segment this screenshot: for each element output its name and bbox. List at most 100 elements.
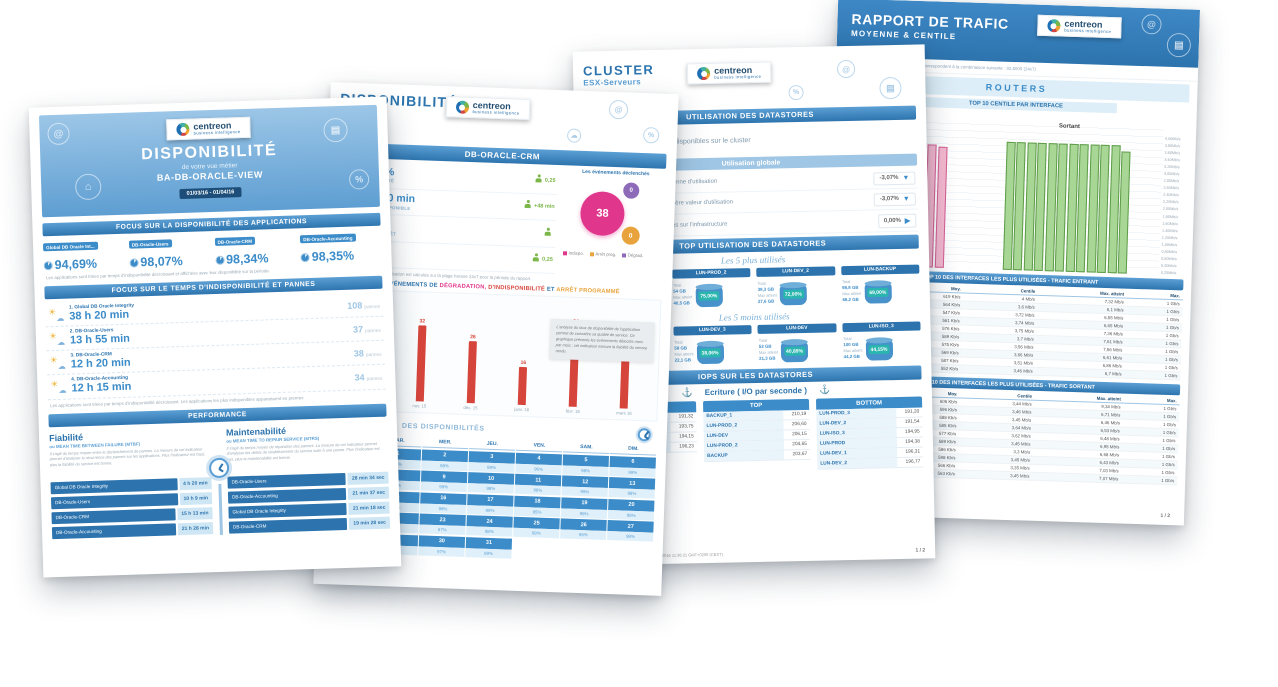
kpi-item: DB-Oracle-CRM 98,34% xyxy=(214,232,296,267)
table-row: BACKUP 203,67 xyxy=(704,449,811,463)
calendar-cell: 13 98% xyxy=(608,477,656,499)
centreon-logo-mark xyxy=(1047,19,1061,33)
centreon-logo: centreon business intelligence xyxy=(686,61,772,85)
report-page-ba-view: @ ⌂ % ▤ centreon business intelligence DI… xyxy=(28,96,402,578)
events-bubble-chart: 38 0 0 xyxy=(563,176,665,251)
cloud-icon: ☁ xyxy=(566,128,582,143)
delta-badge: 0,25 xyxy=(535,177,556,184)
usage-percent-badge: 40,89% xyxy=(783,346,806,356)
availability-pie-icon xyxy=(214,255,225,265)
availability-pie-icon xyxy=(300,252,310,262)
datastore-cylinder-icon: 40,89% xyxy=(780,336,809,363)
calendar-cell: 5 98% xyxy=(562,454,609,476)
kpi-app-label: Global DB Oracle Int... xyxy=(42,241,98,252)
trend-arrow-icon: ▶ xyxy=(904,217,911,225)
datastore-cylinder-icon: 69,00% xyxy=(864,277,892,304)
kpi-item: DB-Oracle-Accounting 98,35% xyxy=(300,230,382,265)
day-header: VEN. xyxy=(516,440,563,453)
iops-table-top: TOP BACKUP_1 210,19 LUN-PROD_2 206,60 LUN-DE… xyxy=(703,398,811,463)
datastore-cylinder-icon: 72,00% xyxy=(779,279,808,306)
availability-pie-icon xyxy=(129,257,139,268)
mtrs-row: DB-Oracle-Accounting 21 min 37 sec xyxy=(227,486,390,504)
calendar-cell: 16 98% xyxy=(420,492,467,514)
person-icon xyxy=(524,204,532,209)
calendar-cell: 25 99% xyxy=(513,517,560,539)
trend-arrow-icon: ▼ xyxy=(902,195,910,203)
server-icon: ▤ xyxy=(323,117,348,143)
page-number: 1 / 2 xyxy=(1160,512,1171,520)
datastore-item: LUN-BACKUP Total 98,8 GB Max atteint 68,2 G… xyxy=(840,264,920,308)
person-icon xyxy=(535,178,542,183)
server-icon: ▤ xyxy=(879,76,902,100)
datastore-item: LUN-PROD_2 Total 54 GB Max atteint 40,5 GB … xyxy=(671,268,751,311)
bubble-indispo: 38 xyxy=(579,190,626,237)
datastore-item: LUN-ISO_3 Total 100 GB Max atteint 44,2 GB … xyxy=(841,321,921,365)
kpi-value: 94,69% xyxy=(54,256,98,272)
mtrs-row: DB-Oracle-CRM 19 min 28 sec xyxy=(228,516,391,534)
usage-percent-badge: 69,00% xyxy=(867,287,889,298)
usage-percent-badge: 75,00% xyxy=(698,291,720,301)
clock-icon xyxy=(637,428,651,442)
weather-icon: ☀ ☁ xyxy=(50,378,67,395)
kpi-app-label: DB-Oracle-CRM xyxy=(214,236,256,246)
person-icon xyxy=(544,231,551,236)
calendar-cell: ·· xyxy=(607,542,653,564)
iops-table-bottom-2: BOTTOM LUN-PROD_3 191,20 LUN-DEV_2 191,54 LU… xyxy=(815,396,924,470)
calendar-cell: 11 96% xyxy=(514,474,562,496)
events-legend: Indispo. Arrêt prog. Dégrad. xyxy=(562,250,663,258)
calendar-cell: 3 99% xyxy=(468,450,515,473)
mtrs-row: Global DB Oracle Integrity 21 min 18 sec xyxy=(228,501,390,519)
legend-swatch-degrad xyxy=(622,252,627,257)
calendar-cell: 2 98% xyxy=(421,449,468,471)
mtbf-column: Fiabilité ou MEAN TIME BETWEEN FAILURE (… xyxy=(49,428,214,542)
legend-swatch-arret xyxy=(589,251,594,256)
centreon-logo: centreon business intelligence xyxy=(445,96,531,121)
delta-badge: +48 min xyxy=(524,203,555,210)
at-icon: @ xyxy=(47,122,70,146)
crane-icon: ⚓ xyxy=(818,384,831,395)
kpi-value: 98,35% xyxy=(311,248,355,264)
calendar-cell: 10 98% xyxy=(467,472,515,495)
datastore-cylinder-icon: 75,00% xyxy=(695,281,723,308)
calendar-cell: 24 98% xyxy=(466,515,513,538)
day-header: MER. xyxy=(422,436,469,450)
table-row: LUN-DEV_2 196,77 xyxy=(817,457,924,470)
calendar-cell: ·· xyxy=(513,539,559,561)
usage-percent-badge: 72,00% xyxy=(782,289,804,299)
weather-icon: ☀ ☁ xyxy=(49,354,66,371)
centreon-logo-mark xyxy=(176,122,190,137)
datastore-item: LUN-DEV_3 Total 58 GB Max atteint 22,1 GB 3… xyxy=(672,325,752,368)
kpi-app-label: DB-Oracle-Accounting xyxy=(300,233,356,244)
events-panel: Les événements déclenchés 38 0 0 Indispo… xyxy=(562,168,666,278)
calendar-cell: 4 96% xyxy=(515,452,562,475)
performance-section: Fiabilité ou MEAN TIME BETWEEN FAILURE (… xyxy=(49,420,391,542)
person-icon xyxy=(533,257,540,262)
datastore-cylinder-icon: 38,06% xyxy=(696,338,724,365)
downtime-list: ☀ ☁ 1. Global DB Oracle Integrity 38 h 20 … xyxy=(44,292,386,400)
kpi-value: 98,07% xyxy=(140,253,183,270)
ba-view-header: @ ⌂ % ▤ centreon business intelligence DI… xyxy=(38,104,380,218)
calendar-cell: 30 97% xyxy=(418,535,465,557)
mtbf-row: DB-Oracle-CRM 15 h 13 min xyxy=(51,506,213,524)
centreon-logo-mark xyxy=(697,66,711,81)
crane-icon: ⚓ xyxy=(681,387,693,398)
centile-chart-title: TOP 10 CENTILE PAR INTERFACE xyxy=(914,96,1118,114)
calendar-cell: 19 98% xyxy=(561,497,608,519)
delta-badge xyxy=(544,231,554,236)
calendar-cell: 17 99% xyxy=(467,493,514,516)
centreon-logo: centreon business intelligence xyxy=(1037,14,1122,39)
page-number: 1 / 2 xyxy=(915,547,926,554)
mtbf-row: DB-Oracle-Users 10 h 9 min xyxy=(50,491,213,509)
report-period: 01/03/16 - 01/04/16 xyxy=(179,187,242,200)
mtbf-row: Global DB Oracle Integrity 4 h 20 min xyxy=(50,476,212,494)
usage-percent-badge: 38,06% xyxy=(699,348,721,358)
trend-arrow-icon: ▼ xyxy=(902,174,910,182)
bubble-degrad: 0 xyxy=(622,182,640,199)
calendar-cell: 31 99% xyxy=(465,536,512,559)
datastore-item: LUN-DEV Total 52 GB Max atteint 21,3 GB 40,… xyxy=(757,323,837,366)
legend-swatch-indispo xyxy=(562,250,568,255)
weather-icon: ☀ ☁ xyxy=(47,306,65,323)
weather-icon: ☀ ☁ xyxy=(48,330,66,347)
